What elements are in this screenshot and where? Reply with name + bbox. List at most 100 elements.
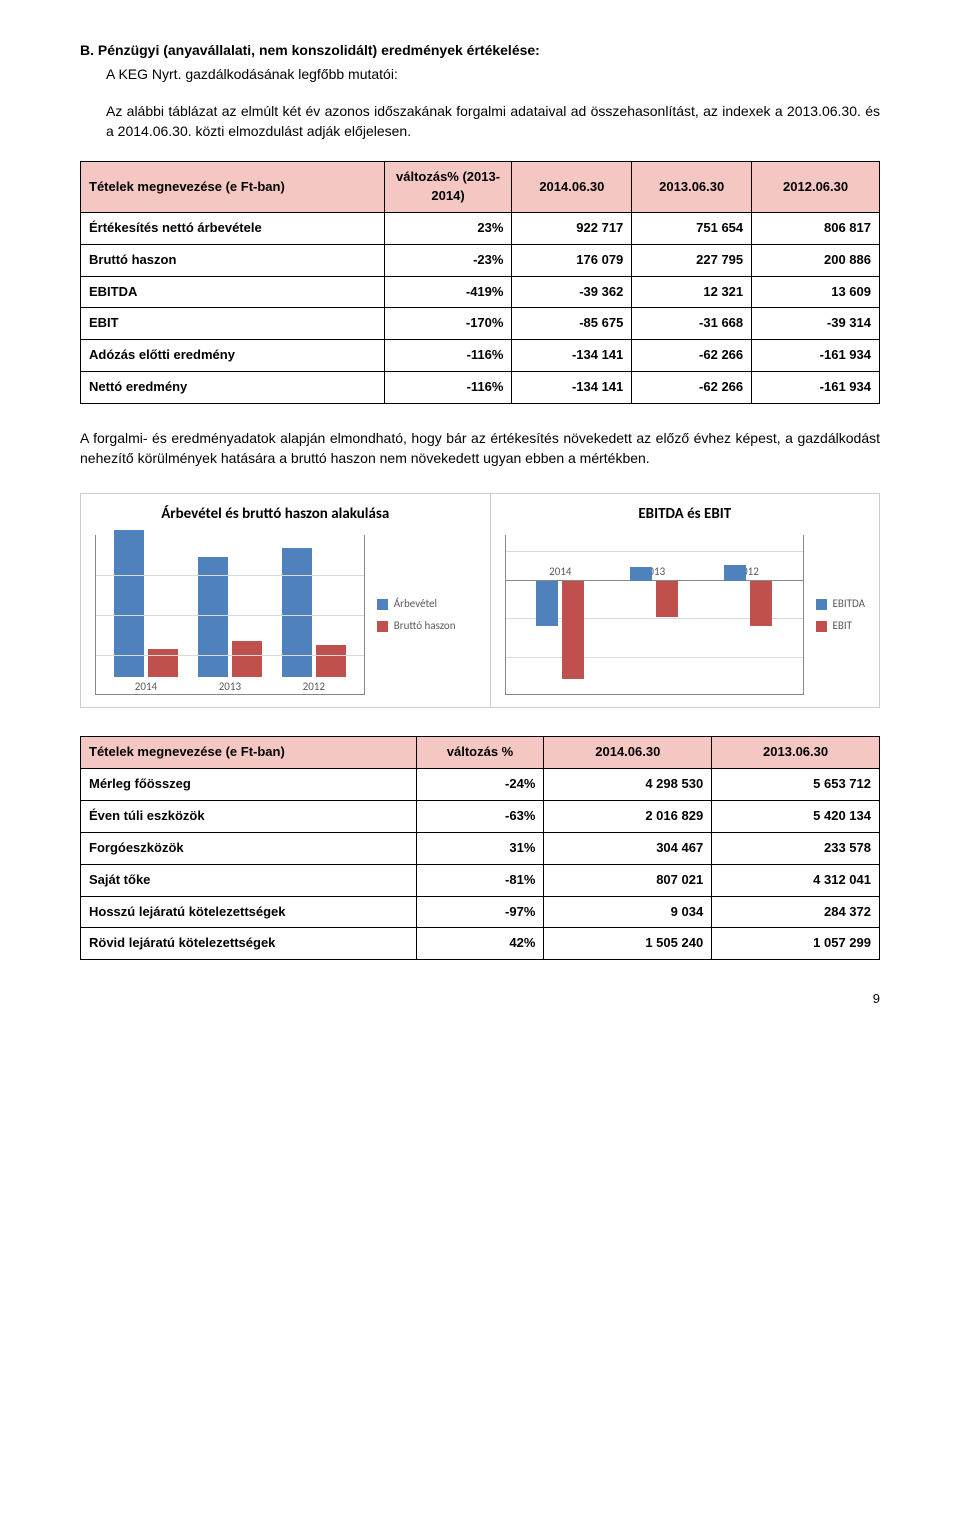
balance-table: Tételek megnevezése (e Ft-ban)változás %… [80, 736, 880, 960]
legend-label: Bruttó haszon [394, 618, 456, 634]
table-cell: 5 420 134 [712, 800, 880, 832]
legend-label: EBIT [833, 618, 853, 634]
table-cell: -134 141 [512, 372, 632, 404]
table-cell: -39 362 [512, 276, 632, 308]
chart-bar [282, 548, 312, 677]
table-cell: Adózás előtti eredmény [81, 340, 385, 372]
chart-bar [148, 649, 178, 677]
table-cell: -62 266 [632, 340, 752, 372]
chart-bar [316, 645, 346, 677]
legend-item: EBIT [816, 618, 865, 634]
table-cell: 751 654 [632, 212, 752, 244]
chart2-legend: EBITDA EBIT [804, 535, 865, 695]
chart-bar [536, 581, 558, 626]
legend-label: EBITDA [833, 596, 865, 612]
table-cell: Éven túli eszközök [81, 800, 417, 832]
table-col-header: Tételek megnevezése (e Ft-ban) [81, 162, 385, 213]
legend-label: Árbevétel [394, 596, 437, 612]
table-cell: -63% [416, 800, 544, 832]
table-cell: 807 021 [544, 864, 712, 896]
legend-swatch [816, 621, 827, 632]
table-row: Hosszú lejáratú kötelezettségek-97%9 034… [81, 896, 880, 928]
table-cell: -23% [384, 244, 512, 276]
chart-bar [750, 581, 772, 626]
table-cell: -116% [384, 372, 512, 404]
table-cell: 1 505 240 [544, 928, 712, 960]
table-cell: 2 016 829 [544, 800, 712, 832]
bar-group: 2014 [530, 535, 590, 695]
results-table: Tételek megnevezése (e Ft-ban)változás% … [80, 161, 880, 404]
table-row: Nettó eredmény-116%-134 141-62 266-161 9… [81, 372, 880, 404]
chart-revenue-panel: Árbevétel és bruttó haszon alakulása 201… [81, 494, 470, 708]
table-cell: Értékesítés nettó árbevétele [81, 212, 385, 244]
table-cell: -161 934 [752, 340, 880, 372]
chart-bar [656, 581, 678, 617]
table-cell: -419% [384, 276, 512, 308]
table-col-header: változás % [416, 737, 544, 769]
chart-ebitda-panel: EBITDA és EBIT 2014 2013 2012 EBITDA EBIT [490, 494, 880, 708]
table-col-header: 2014.06.30 [544, 737, 712, 769]
legend-item: Árbevétel [377, 596, 456, 612]
page-number: 9 [80, 990, 880, 1009]
bar-group: 2013 [624, 535, 684, 695]
table-col-header: változás% (2013-2014) [384, 162, 512, 213]
table-cell: Bruttó haszon [81, 244, 385, 276]
chart-bar [724, 565, 746, 581]
table-cell: 227 795 [632, 244, 752, 276]
chart2-plot: 2014 2013 2012 [505, 535, 804, 695]
legend-swatch [816, 599, 827, 610]
intro-paragraph: Az alábbi táblázat az elmúlt két év azon… [106, 101, 880, 142]
table-cell: 806 817 [752, 212, 880, 244]
table-cell: Hosszú lejáratú kötelezettségek [81, 896, 417, 928]
subheading: A KEG Nyrt. gazdálkodásának legfőbb muta… [106, 64, 880, 84]
chart-bar [562, 581, 584, 679]
legend-item: Bruttó haszon [377, 618, 456, 634]
chart2-title: EBITDA és EBIT [505, 504, 866, 526]
chart1-plot: 201420132012 [95, 535, 365, 695]
table-cell: -97% [416, 896, 544, 928]
table-cell: 304 467 [544, 832, 712, 864]
table-row: Bruttó haszon-23%176 079227 795200 886 [81, 244, 880, 276]
table-cell: -85 675 [512, 308, 632, 340]
chart-category-label: 2012 [303, 679, 325, 695]
table-cell: 9 034 [544, 896, 712, 928]
charts-row: Árbevétel és bruttó haszon alakulása 201… [80, 493, 880, 709]
table-row: Forgóeszközök31%304 467233 578 [81, 832, 880, 864]
table-cell: -134 141 [512, 340, 632, 372]
table-cell: 12 321 [632, 276, 752, 308]
legend-swatch [377, 621, 388, 632]
table-cell: -81% [416, 864, 544, 896]
table-col-header: 2012.06.30 [752, 162, 880, 213]
table-cell: 200 886 [752, 244, 880, 276]
mid-paragraph: A forgalmi- és eredményadatok alapján el… [80, 428, 880, 469]
table-cell: 31% [416, 832, 544, 864]
bar-group: 2012 [718, 535, 778, 695]
table-cell: 1 057 299 [712, 928, 880, 960]
table-cell: Saját tőke [81, 864, 417, 896]
table-cell: 284 372 [712, 896, 880, 928]
table-cell: -24% [416, 769, 544, 801]
table-header-row: Tételek megnevezése (e Ft-ban)változás% … [81, 162, 880, 213]
table-row: EBITDA-419%-39 36212 32113 609 [81, 276, 880, 308]
table-cell: Mérleg főösszeg [81, 769, 417, 801]
table-cell: -31 668 [632, 308, 752, 340]
table-cell: -62 266 [632, 372, 752, 404]
table-header-row: Tételek megnevezése (e Ft-ban)változás %… [81, 737, 880, 769]
table-cell: EBITDA [81, 276, 385, 308]
table-cell: 176 079 [512, 244, 632, 276]
table-cell: 5 653 712 [712, 769, 880, 801]
table-cell: Nettó eredmény [81, 372, 385, 404]
section-heading-b: B. Pénzügyi (anyavállalati, nem konszoli… [80, 40, 880, 60]
table-cell: -39 314 [752, 308, 880, 340]
table-cell: 4 298 530 [544, 769, 712, 801]
table-row: Értékesítés nettó árbevétele23%922 71775… [81, 212, 880, 244]
table-cell: -116% [384, 340, 512, 372]
table-row: Adózás előtti eredmény-116%-134 141-62 2… [81, 340, 880, 372]
chart1-title: Árbevétel és bruttó haszon alakulása [95, 504, 456, 526]
table-cell: EBIT [81, 308, 385, 340]
table-row: Éven túli eszközök-63%2 016 8295 420 134 [81, 800, 880, 832]
table-cell: -161 934 [752, 372, 880, 404]
table-col-header: 2013.06.30 [632, 162, 752, 213]
table-cell: 922 717 [512, 212, 632, 244]
legend-item: EBITDA [816, 596, 865, 612]
